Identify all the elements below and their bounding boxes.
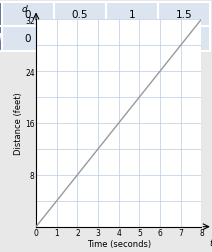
X-axis label: Time (seconds): Time (seconds): [87, 239, 151, 248]
Text: t: t: [209, 238, 212, 247]
Text: d: d: [22, 6, 28, 14]
Y-axis label: Distance (feet): Distance (feet): [14, 92, 23, 155]
